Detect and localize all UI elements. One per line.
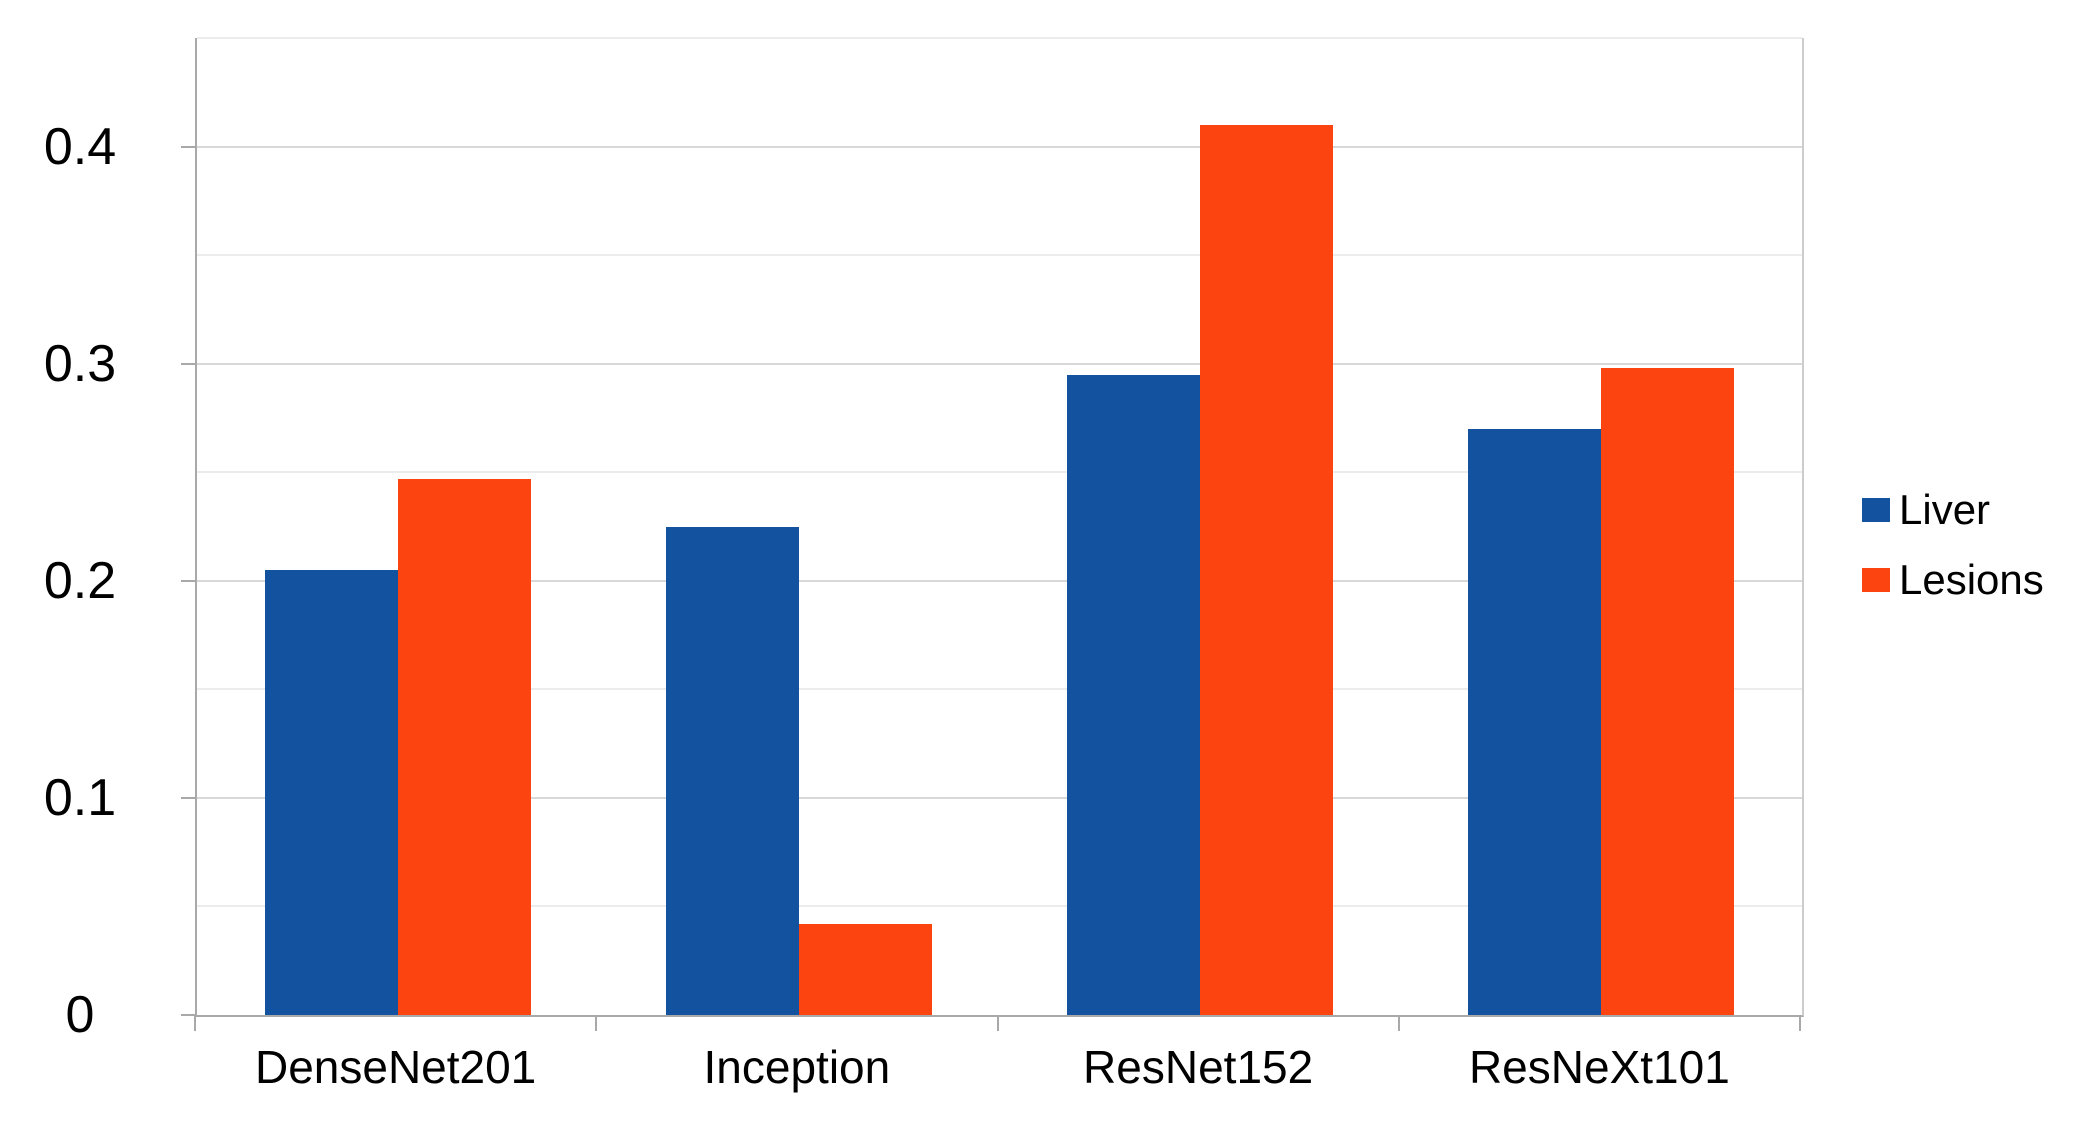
y-tick-mark-0.2 [181,579,195,582]
bar-lesions-densenet201 [397,478,531,1015]
x-tick-mark-1 [595,1015,598,1031]
legend-item-liver: Liver [1862,489,2044,531]
minor-gridline-0.45 [197,37,1802,39]
x-label-densenet201: DenseNet201 [254,1041,537,1093]
bar-liver-inception [665,526,799,1015]
x-axis-labels: DenseNet201 Inception ResNet152 ResNeXt101 [195,1044,1800,1104]
y-tick-label-0.3: 0.3 [43,334,117,393]
y-tick-mark-0.3 [181,362,195,365]
x-tick-mark-0 [194,1015,196,1031]
legend-item-lesions: Lesions [1862,559,2044,601]
y-tick-mark-0 [181,1014,195,1016]
x-label-resnet152: ResNet152 [1083,1041,1314,1093]
y-tick-mark-0.4 [181,145,195,148]
y-tick-label-0.4: 0.4 [43,117,117,176]
bar-liver-densenet201 [264,569,398,1015]
legend-label-liver: Liver [1899,486,1991,533]
legend-label-lesions: Lesions [1899,556,2044,603]
major-gridline-0.4 [197,145,1802,148]
plot-area [195,37,1804,1017]
y-tick-mark-0.1 [181,796,195,799]
legend-swatch-liver [1862,498,1890,522]
x-tick-mark-4 [1799,1015,1801,1031]
x-tick-mark-2 [996,1015,999,1031]
x-label-resnext101: ResNeXt101 [1468,1041,1730,1093]
bar-lesions-inception [798,923,932,1015]
bar-liver-resnext101 [1468,428,1602,1015]
bar-lesions-resnet152 [1200,124,1334,1015]
x-tick-mark-3 [1397,1015,1400,1031]
bar-liver-resnet152 [1067,374,1201,1015]
major-gridline-0.3 [197,362,1802,365]
legend: Liver Lesions [1862,489,2044,601]
y-tick-label-0.2: 0.2 [43,551,117,610]
minor-gridline-0.35 [197,254,1802,257]
y-tick-label-0: 0 [65,986,95,1044]
x-label-inception: Inception [703,1041,891,1093]
bar-lesions-resnext101 [1601,368,1735,1015]
legend-swatch-lesions [1862,568,1890,592]
y-axis-labels: 0 0.1 0.2 0.3 0.4 [0,38,160,1041]
y-tick-label-0.1: 0.1 [43,768,117,827]
